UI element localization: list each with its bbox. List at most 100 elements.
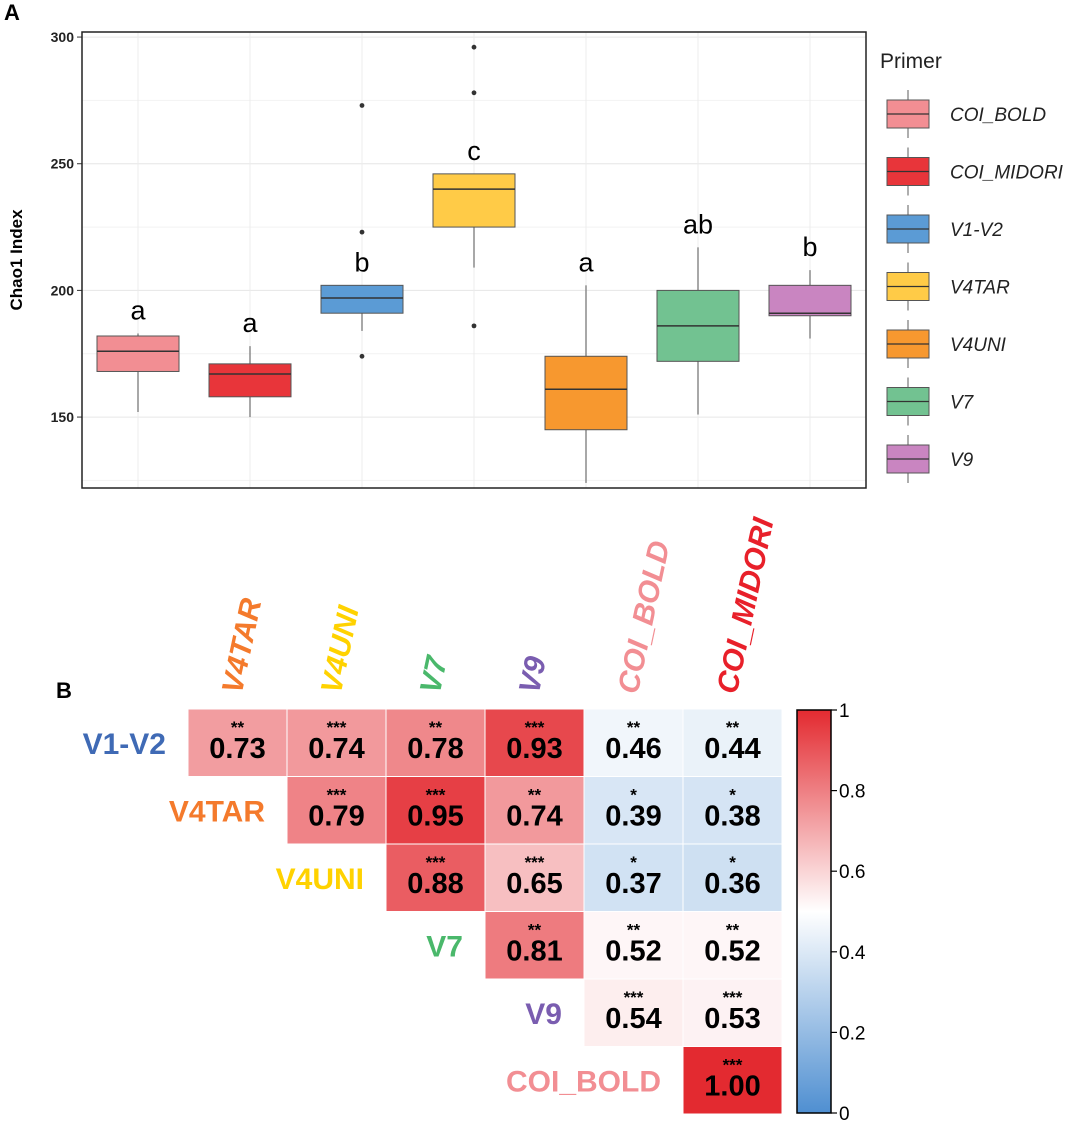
outlier-point — [471, 90, 477, 96]
cell-fill — [385, 708, 486, 777]
y-tick-label: 250 — [51, 156, 75, 172]
legend-label: COI_MIDORI — [950, 163, 1064, 184]
box-iqr — [96, 335, 180, 372]
heatmap-cell: *0.37 — [583, 843, 684, 912]
cell-value: 0.93 — [506, 733, 562, 765]
heatmap-cell: ***1.00 — [682, 1046, 783, 1115]
cell-fill — [583, 978, 684, 1047]
heatmap-cell: **0.81 — [484, 911, 585, 980]
cell-value: 0.54 — [605, 1003, 661, 1035]
cell-value: 0.38 — [704, 801, 760, 833]
box-iqr — [208, 363, 292, 398]
heatmap-cell: ***0.79 — [286, 776, 387, 845]
significance-letter: a — [578, 247, 594, 277]
heatmap-cell: **0.46 — [583, 708, 684, 777]
significance-letter: c — [467, 136, 481, 166]
cell-value: 0.36 — [704, 868, 760, 900]
cell-significance: ** — [528, 921, 542, 940]
cell-significance: ** — [726, 921, 740, 940]
box-iqr — [544, 355, 628, 431]
cell-fill — [682, 1046, 783, 1115]
heatmap-cell: ***0.93 — [484, 708, 585, 777]
heatmap-cell: *0.36 — [682, 843, 783, 912]
cell-significance: * — [729, 853, 736, 872]
legend-label: V4TAR — [950, 278, 1010, 299]
heatmap-cell: **0.74 — [484, 776, 585, 845]
cell-significance: *** — [723, 988, 743, 1007]
cell-value: 0.44 — [704, 733, 760, 765]
cell-significance: * — [729, 786, 736, 805]
cell-value: 0.52 — [704, 936, 760, 968]
cell-value: 0.37 — [605, 868, 661, 900]
box-iqr — [432, 173, 516, 228]
heatmap-cell: ***0.53 — [682, 978, 783, 1047]
significance-letter: a — [130, 295, 146, 325]
cell-fill — [385, 776, 486, 845]
cell-value: 0.52 — [605, 936, 661, 968]
row-header: V9 — [525, 998, 562, 1031]
significance-letter: b — [354, 247, 369, 277]
legend-key-v1-v2 — [886, 205, 930, 253]
box-coi_midori — [208, 346, 292, 418]
cell-value: 0.53 — [704, 1003, 760, 1035]
heatmap-cell: **0.52 — [682, 911, 783, 980]
y-tick-label: 150 — [51, 409, 75, 425]
row-header: V4TAR — [169, 795, 265, 828]
y-axis-label: Chao1 Index — [7, 209, 26, 311]
box-v4uni — [544, 285, 628, 483]
heatmap-cell: **0.44 — [682, 708, 783, 777]
heatmap-cell: ***0.65 — [484, 843, 585, 912]
cell-significance: *** — [723, 1056, 743, 1075]
cell-fill — [682, 978, 783, 1047]
cell-value: 0.79 — [308, 801, 364, 833]
colorbar-tick-label: 0 — [839, 1104, 850, 1122]
column-header: V9 — [513, 653, 553, 696]
colorbar — [796, 709, 832, 1114]
y-tick-label: 200 — [51, 282, 75, 298]
cell-significance: ** — [726, 718, 740, 737]
outlier-point — [471, 323, 477, 329]
box-coi_bold — [96, 333, 180, 412]
cell-fill — [484, 911, 585, 980]
cell-fill — [682, 911, 783, 980]
legend-key-v7 — [886, 377, 930, 426]
heatmap-cell: ***0.95 — [385, 776, 486, 845]
cell-value: 0.39 — [605, 801, 661, 833]
legend-key-v4tar — [886, 262, 930, 311]
cell-significance: *** — [525, 718, 545, 737]
column-header: V4UNI — [315, 603, 366, 697]
outlier-point — [359, 353, 365, 359]
cell-significance: *** — [327, 718, 347, 737]
legend-label: V1-V2 — [950, 220, 1003, 241]
cell-significance: ** — [627, 921, 641, 940]
cell-fill — [682, 708, 783, 777]
cell-value: 0.74 — [506, 801, 562, 833]
cell-significance: *** — [327, 786, 347, 805]
row-header: V1-V2 — [83, 728, 166, 761]
panel-b-label: B — [56, 678, 72, 703]
significance-letter: ab — [683, 209, 713, 239]
outlier-point — [359, 229, 365, 235]
heatmap-cell: ***0.54 — [583, 978, 684, 1047]
plot-border — [81, 31, 867, 489]
cell-value: 0.88 — [407, 868, 463, 900]
cell-significance: * — [630, 853, 637, 872]
cell-fill — [583, 708, 684, 777]
cell-value: 0.73 — [209, 733, 265, 765]
legend-label: V9 — [950, 450, 974, 471]
column-header: COI_MIDORI — [711, 514, 780, 696]
outlier-point — [359, 103, 365, 108]
box-iqr — [768, 284, 852, 317]
y-tick-label: 300 — [51, 29, 75, 45]
cell-significance: *** — [426, 786, 446, 805]
box-v9 — [768, 270, 852, 339]
correlation-heatmap: V4TAR V4UNI V7 V9 COI_BOLD COI_MIDORIV1-V2**0… — [83, 514, 866, 1122]
outlier-point — [471, 44, 477, 50]
cell-significance: *** — [624, 988, 644, 1007]
heatmap-cell: **0.73 — [187, 708, 288, 777]
cell-value: 0.78 — [407, 733, 463, 765]
box-iqr — [320, 284, 404, 314]
heatmap-cell: ***0.74 — [286, 708, 387, 777]
significance-letter: b — [802, 232, 817, 262]
cell-significance: ** — [429, 718, 443, 737]
